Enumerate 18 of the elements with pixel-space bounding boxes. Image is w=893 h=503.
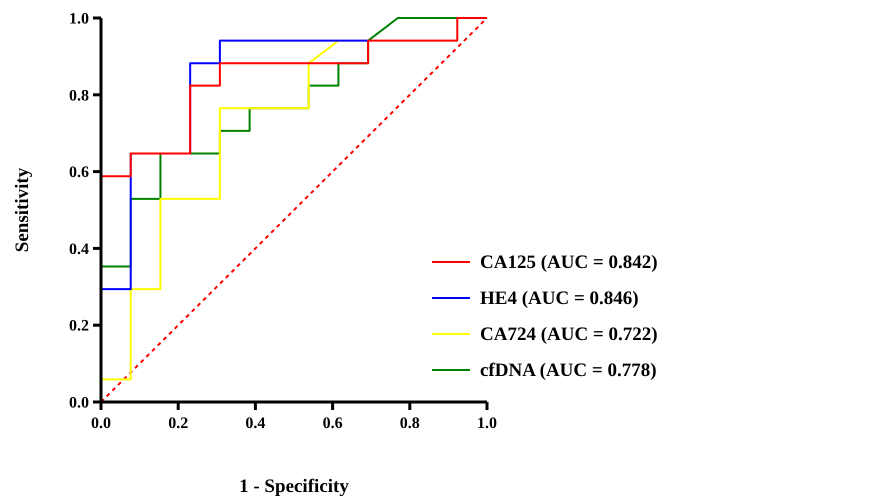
x-tick-label: 0.8 xyxy=(400,415,420,432)
x-axis-title: 1 - Specificity xyxy=(239,476,350,497)
x-tick-label: 0.6 xyxy=(322,415,343,432)
y-tick-label: 0.8 xyxy=(69,87,89,104)
legend-label: CA724 (AUC = 0.722) xyxy=(480,324,658,345)
y-tick-label: 0.2 xyxy=(69,318,89,335)
y-tick-label: 0.4 xyxy=(69,240,89,258)
legend-label: CA125 (AUC = 0.842) xyxy=(480,252,658,273)
legend-label: HE4 (AUC = 0.846) xyxy=(480,288,639,309)
y-axis-title: Sensitivity xyxy=(12,167,33,252)
x-tick-label: 0.4 xyxy=(245,415,266,432)
y-tick-label: 1.0 xyxy=(69,10,89,28)
y-tick-label: 0.0 xyxy=(69,394,89,412)
x-tick-label: 0.2 xyxy=(168,415,188,432)
x-tick-label: 1.0 xyxy=(477,415,497,432)
x-tick-label: 0.0 xyxy=(91,415,111,432)
legend-label: cfDNA (AUC = 0.778) xyxy=(480,360,657,381)
y-tick-label: 0.6 xyxy=(69,164,89,182)
